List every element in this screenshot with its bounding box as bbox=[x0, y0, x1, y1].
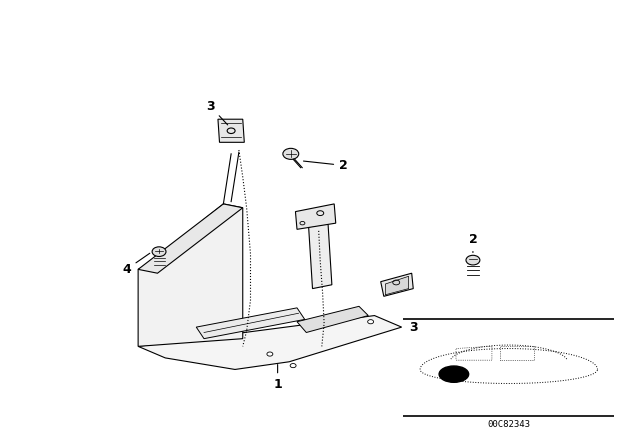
Text: 1: 1 bbox=[273, 365, 282, 392]
Text: 2: 2 bbox=[468, 233, 477, 253]
Circle shape bbox=[267, 352, 273, 356]
Polygon shape bbox=[297, 306, 368, 332]
Polygon shape bbox=[308, 223, 332, 289]
Polygon shape bbox=[381, 273, 413, 296]
Text: 3: 3 bbox=[206, 99, 228, 125]
Circle shape bbox=[290, 363, 296, 368]
Text: 3: 3 bbox=[409, 321, 417, 334]
Polygon shape bbox=[138, 204, 243, 346]
Polygon shape bbox=[296, 204, 336, 229]
Circle shape bbox=[439, 366, 468, 382]
Polygon shape bbox=[196, 308, 305, 339]
Circle shape bbox=[367, 320, 374, 324]
Circle shape bbox=[466, 255, 480, 265]
Text: 2: 2 bbox=[303, 159, 348, 172]
Polygon shape bbox=[385, 276, 408, 295]
Polygon shape bbox=[138, 315, 402, 370]
Text: 4: 4 bbox=[122, 253, 150, 276]
Text: 00C82343: 00C82343 bbox=[487, 420, 531, 429]
Polygon shape bbox=[138, 204, 243, 273]
Polygon shape bbox=[218, 119, 244, 142]
Circle shape bbox=[152, 247, 166, 256]
Circle shape bbox=[283, 148, 299, 159]
